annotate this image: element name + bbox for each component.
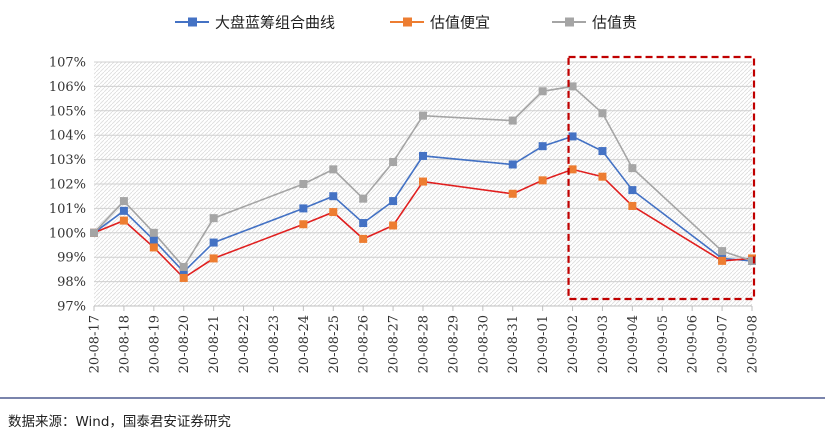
data-point-1 — [389, 221, 398, 230]
data-point-0 — [299, 204, 308, 213]
data-point-0 — [179, 267, 188, 276]
x-tick-label: 20-09-02 — [566, 315, 581, 373]
data-point-2 — [299, 180, 308, 188]
data-point-2 — [179, 262, 188, 271]
x-tick-label: 20-09-08 — [746, 315, 761, 373]
x-tick-label: 20-08-25 — [327, 315, 342, 373]
x-tick-label: 20-08-19 — [147, 315, 162, 373]
source-note: 数据来源：Wind，国泰君安证券研究 — [8, 414, 231, 430]
x-tick-label: 20-08-30 — [476, 315, 491, 373]
x-tick-label: 20-09-01 — [536, 315, 551, 373]
data-point-0 — [149, 236, 158, 245]
x-tick-label: 20-08-22 — [237, 315, 252, 373]
legend-label: 估值贵 — [592, 14, 637, 32]
data-point-1 — [538, 176, 547, 185]
x-tick-label: 20-08-29 — [446, 315, 461, 373]
data-point-2 — [119, 197, 128, 206]
data-point-1 — [209, 254, 218, 263]
legend-label: 大盘蓝筹组合曲线 — [215, 14, 335, 32]
data-point-1 — [179, 273, 188, 282]
data-point-2 — [628, 164, 637, 173]
series-markers — [90, 82, 756, 282]
x-tick-label: 20-08-18 — [117, 315, 132, 373]
data-point-1 — [149, 243, 158, 252]
y-tick-label: 105% — [49, 104, 86, 119]
data-point-0 — [389, 197, 398, 206]
data-point-2 — [149, 228, 158, 237]
y-tick-label: 107% — [49, 56, 86, 71]
data-point-2 — [748, 256, 756, 265]
y-tick-label: 101% — [49, 202, 86, 217]
x-axis: 20-08-17 20-08-18 20-08-19 20-08-20 20-08-21… — [88, 305, 761, 373]
x-tick-label: 20-08-21 — [207, 315, 222, 373]
y-tick-label: 103% — [49, 153, 86, 168]
x-tick-label: 20-08-17 — [88, 315, 103, 373]
legend-marker — [403, 17, 412, 27]
data-point-1 — [299, 220, 308, 229]
data-point-2 — [419, 111, 427, 120]
data-point-1 — [329, 208, 338, 217]
data-point-0 — [119, 206, 128, 215]
data-point-2 — [359, 194, 368, 203]
y-axis: 97% 98% 99% 100% 101% 102% 103% 104% 105% 106% 107… — [49, 56, 86, 315]
data-point-1 — [598, 172, 607, 181]
x-tick-label: 20-09-07 — [716, 315, 731, 373]
data-point-2 — [538, 87, 547, 96]
data-point-2 — [568, 82, 577, 91]
data-point-1 — [628, 201, 637, 210]
data-point-1 — [568, 165, 577, 174]
x-tick-label: 20-08-20 — [177, 315, 192, 373]
data-point-2 — [90, 228, 98, 237]
data-point-2 — [209, 214, 218, 223]
x-tick-label: 20-08-31 — [506, 315, 521, 373]
y-tick-label: 98% — [57, 275, 86, 290]
x-tick-label: 20-08-24 — [297, 315, 312, 373]
y-tick-label: 100% — [49, 226, 86, 241]
data-point-0 — [568, 132, 577, 141]
y-tick-label: 106% — [49, 80, 86, 95]
data-point-1 — [119, 216, 128, 225]
data-point-0 — [508, 160, 517, 169]
data-point-0 — [598, 147, 607, 156]
x-tick-label: 20-09-03 — [596, 315, 611, 373]
data-point-0 — [628, 186, 637, 195]
legend-label: 估值便宜 — [430, 14, 490, 32]
line-chart: 大盘蓝筹组合曲线 估值便宜 估值贵 97% 98% 99% 100% 101% 102% 103… — [0, 14, 825, 399]
chart-legend: 大盘蓝筹组合曲线 估值便宜 估值贵 — [175, 14, 637, 32]
y-tick-label: 99% — [57, 251, 86, 266]
data-point-2 — [598, 109, 607, 118]
data-point-2 — [329, 165, 338, 174]
data-point-0 — [538, 142, 547, 151]
x-tick-label: 20-09-06 — [686, 315, 701, 373]
data-point-1 — [419, 177, 427, 186]
x-tick-label: 20-08-28 — [417, 315, 432, 373]
data-point-0 — [329, 192, 338, 201]
data-point-2 — [508, 116, 517, 125]
data-point-1 — [508, 189, 517, 198]
data-point-0 — [359, 219, 368, 228]
highlight-rect — [567, 55, 756, 301]
x-tick-label: 20-09-05 — [656, 315, 671, 373]
y-tick-label: 97% — [57, 300, 86, 315]
legend-marker — [565, 17, 574, 27]
data-point-1 — [359, 234, 368, 243]
data-point-0 — [419, 151, 427, 160]
highlight-box — [567, 55, 756, 301]
y-tick-label: 102% — [49, 178, 86, 193]
x-tick-label: 20-08-27 — [387, 315, 402, 373]
x-tick-label: 20-08-26 — [357, 315, 372, 373]
data-point-0 — [209, 238, 218, 247]
data-point-2 — [389, 158, 398, 167]
x-tick-label: 20-08-23 — [267, 315, 282, 373]
data-point-2 — [718, 247, 727, 256]
legend-marker — [188, 17, 197, 27]
x-tick-label: 20-09-04 — [626, 315, 641, 373]
y-tick-label: 104% — [49, 129, 86, 144]
data-point-1 — [718, 256, 727, 265]
